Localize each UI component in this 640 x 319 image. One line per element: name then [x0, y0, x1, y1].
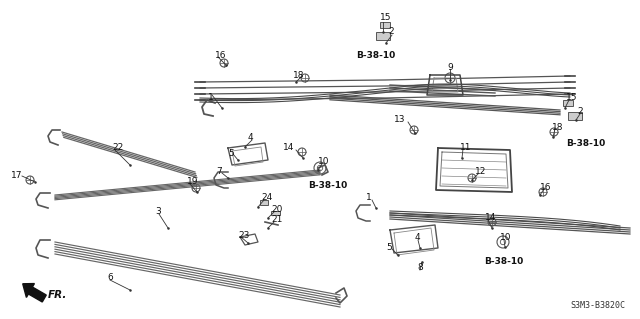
Bar	[376, 32, 390, 40]
Text: 3: 3	[155, 207, 161, 217]
Text: 24: 24	[261, 194, 272, 203]
Text: B-38-10: B-38-10	[356, 50, 396, 60]
Text: 18: 18	[552, 122, 563, 131]
Bar	[271, 211, 280, 215]
Text: 8: 8	[417, 263, 423, 272]
Text: B-38-10: B-38-10	[484, 257, 524, 266]
Text: 7: 7	[216, 167, 222, 176]
Text: 1: 1	[208, 93, 214, 101]
Text: B-38-10: B-38-10	[308, 181, 348, 189]
Text: 22: 22	[112, 144, 124, 152]
Text: 10: 10	[318, 158, 330, 167]
Text: 13: 13	[394, 115, 405, 124]
Text: 16: 16	[540, 182, 552, 191]
Text: 12: 12	[475, 167, 486, 176]
Text: 11: 11	[460, 143, 472, 152]
Text: 5: 5	[228, 149, 234, 158]
Bar	[260, 199, 268, 204]
Text: 23: 23	[238, 231, 250, 240]
Text: 14: 14	[485, 213, 497, 222]
Text: S3M3-B3820C: S3M3-B3820C	[570, 301, 625, 310]
Text: 1: 1	[366, 194, 372, 203]
Text: 4: 4	[415, 234, 420, 242]
Text: 2: 2	[388, 27, 394, 36]
Bar	[568, 112, 582, 120]
Bar	[380, 22, 390, 28]
Text: 15: 15	[566, 93, 577, 102]
Text: B-38-10: B-38-10	[566, 138, 605, 147]
Text: 2: 2	[577, 108, 582, 116]
Text: 17: 17	[10, 170, 22, 180]
Text: FR.: FR.	[48, 290, 67, 300]
Text: 21: 21	[271, 216, 282, 225]
Text: 6: 6	[107, 273, 113, 283]
Text: 9: 9	[447, 63, 452, 71]
Text: 14: 14	[283, 144, 294, 152]
Bar	[563, 100, 573, 106]
Text: 19: 19	[187, 177, 198, 187]
Text: 20: 20	[271, 205, 282, 214]
Text: 10: 10	[500, 234, 511, 242]
Text: 18: 18	[292, 70, 304, 79]
Text: 5: 5	[387, 243, 392, 253]
Polygon shape	[23, 284, 46, 302]
Text: 16: 16	[215, 50, 227, 60]
Text: 15: 15	[380, 13, 392, 23]
Text: 4: 4	[248, 133, 253, 143]
